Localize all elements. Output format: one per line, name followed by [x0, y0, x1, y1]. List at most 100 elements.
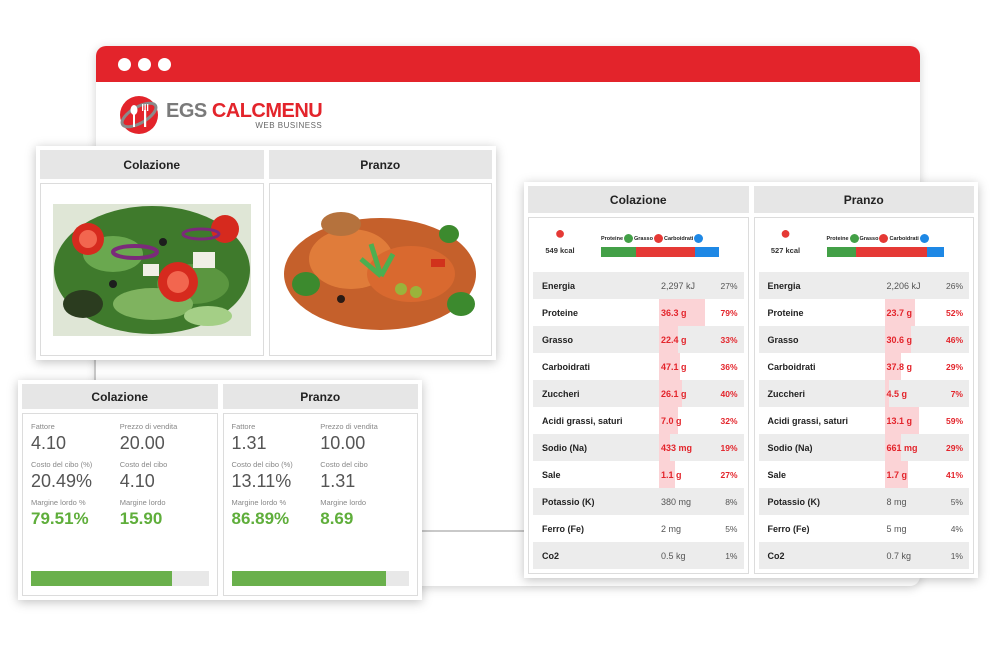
nutrient-percent: 59%	[945, 415, 963, 426]
column-header: Colazione	[528, 186, 749, 213]
prezzo-value: 20.00	[119, 433, 165, 453]
macro-segment-proteine	[826, 247, 856, 257]
nutrient-percent: 79%	[720, 307, 738, 318]
chicken-dish-image[interactable]	[281, 203, 480, 336]
nutrient-row: Zuccheri 26.1 g 40%	[533, 380, 744, 407]
carb-dot-icon	[694, 234, 704, 243]
nutrient-value: 2 mg	[661, 523, 682, 534]
nutrient-name: Energia	[542, 280, 576, 291]
photo-column-colazione: Colazione	[40, 150, 264, 356]
macro-segment-grasso	[856, 247, 927, 257]
nutrient-table: Energia 2,297 kJ 27% Proteine 36.3 g 79% Grass…	[533, 272, 744, 569]
nutrient-percent: 1%	[725, 550, 738, 561]
costo-pct-value: 13.11%	[231, 471, 292, 491]
macro-segment-grasso	[636, 247, 696, 257]
fattore-label: Fattore	[231, 422, 256, 431]
column-header: Pranzo	[268, 150, 492, 179]
nutrient-row: Sodio (Na) 433 mg 19%	[533, 434, 744, 461]
macro-distribution-bar	[826, 247, 945, 257]
margine-label: Margine lordo	[119, 498, 166, 507]
macro-segment-carboidrati	[695, 247, 719, 257]
nutrition-column-pranzo: Pranzo ● 527 kcal Proteine Grasso Carboi…	[753, 186, 974, 574]
nutrient-percent: 29%	[945, 361, 963, 372]
nutrient-table: Energia 2,206 kJ 26% Proteine 23.7 g 52% Grass…	[758, 272, 970, 569]
nutrient-percent: 5%	[725, 523, 738, 534]
connector-line	[422, 530, 526, 532]
costo-value: 1.31	[320, 471, 356, 491]
nutrient-name: Grasso	[542, 334, 574, 345]
nutrient-value-cell: 0.5 kg	[659, 542, 717, 569]
nutrient-value: 661 mg	[886, 442, 918, 453]
photo-column-pranzo: Pranzo	[268, 150, 492, 356]
fattore-value: 4.10	[31, 433, 67, 453]
nutrient-value-cell: 37.8 g	[884, 353, 943, 380]
window-dot-icon[interactable]	[118, 57, 131, 71]
nutrient-value: 4.5 g	[886, 388, 908, 399]
nutrient-value-cell: 22.4 g	[659, 326, 717, 353]
daily-value-highlight	[659, 461, 675, 488]
nutrient-row: Potassio (K) 8 mg 5%	[758, 488, 969, 515]
nutrient-percent: 1%	[950, 550, 963, 561]
daily-value-highlight	[884, 461, 909, 488]
prezzo-label: Prezzo di vendita	[320, 422, 378, 431]
salad-image[interactable]	[52, 203, 251, 336]
nutrient-row: Proteine 36.3 g 79%	[533, 299, 744, 326]
kcal-value: 549 kcal	[545, 246, 575, 255]
cost-column-pranzo: Pranzo Fattore 1.31 Prezzo di vendita 10.0…	[222, 384, 418, 596]
daily-value-highlight	[659, 353, 680, 380]
margin-progress-bar	[231, 571, 409, 586]
daily-value-highlight	[884, 407, 919, 434]
nutrient-percent: 5%	[950, 496, 963, 507]
margin-progress-fill	[31, 571, 173, 586]
nutrient-name: Sodio (Na)	[767, 442, 813, 453]
nutrient-row: Ferro (Fe) 2 mg 5%	[533, 515, 744, 542]
nutrient-percent: 52%	[945, 307, 963, 318]
costo-pct-value: 20.49%	[31, 471, 93, 491]
nutrient-percent: 27%	[720, 469, 738, 480]
nutrient-row: Energia 2,297 kJ 27%	[533, 272, 744, 299]
daily-value-highlight	[884, 353, 902, 380]
nutrient-row: Sodio (Na) 661 mg 29%	[758, 434, 969, 461]
protein-dot-icon	[624, 234, 634, 243]
brand-logo[interactable]: EGS CALCMENU WEB BUSINESS	[118, 94, 323, 136]
legend-proteine: Proteine	[601, 235, 624, 242]
window-dot-icon[interactable]	[138, 57, 151, 71]
nutrient-name: Grasso	[767, 334, 799, 345]
nutrient-row: Zuccheri 4.5 g 7%	[758, 380, 969, 407]
nutrient-value: 26.1 g	[661, 388, 687, 399]
nutrient-value: 8 mg	[886, 496, 907, 507]
window-dot-icon[interactable]	[158, 57, 171, 71]
nutrient-value: 36.3 g	[661, 307, 687, 318]
nutrient-value-cell: 30.6 g	[884, 326, 943, 353]
apple-icon: ●	[554, 223, 566, 243]
nutrient-name: Proteine	[542, 307, 579, 318]
fattore-value: 1.31	[231, 433, 267, 453]
legend-grasso: Grasso	[634, 235, 653, 242]
nutrient-name: Zuccheri	[542, 388, 580, 399]
logo-text-calcmenu: CALCMENU	[211, 99, 323, 122]
costo-pct-label: Costo del cibo (%)	[31, 460, 93, 469]
nutrient-row: Sale 1.7 g 41%	[759, 461, 970, 488]
column-header: Colazione	[22, 384, 218, 409]
costo-value: 4.10	[119, 471, 155, 491]
column-header: Pranzo	[753, 186, 974, 213]
nutrient-name: Acidi grassi, saturi	[542, 415, 623, 426]
nutrient-value-cell: 2 mg	[659, 515, 717, 542]
recipe-photos-panel: Colazione	[36, 146, 496, 360]
nutrient-name: Potassio (K)	[542, 496, 595, 507]
nutrient-percent: 4%	[950, 523, 963, 534]
nutrient-percent: 32%	[720, 415, 738, 426]
nutrient-value-cell: 2,206 kJ	[885, 272, 943, 299]
nutrient-value: 433 mg	[661, 442, 693, 453]
daily-value-highlight	[659, 326, 679, 353]
logo-text-egs: EGS	[166, 99, 207, 122]
nutrient-value-cell: 661 mg	[884, 434, 943, 461]
legend-carboidrati: Carboidrati	[889, 235, 919, 242]
fork-spoon-logo-icon	[118, 94, 160, 136]
legend-grasso: Grasso	[859, 235, 879, 242]
cost-column-colazione: Colazione Fattore 4.10 Prezzo di vendita 2…	[22, 384, 218, 596]
nutrient-value: 2,206 kJ	[886, 280, 921, 291]
nutrient-value-cell: 8 mg	[885, 488, 943, 515]
nutrient-row: Co2 0.7 kg 1%	[758, 542, 969, 569]
nutrient-percent: 46%	[945, 334, 963, 345]
